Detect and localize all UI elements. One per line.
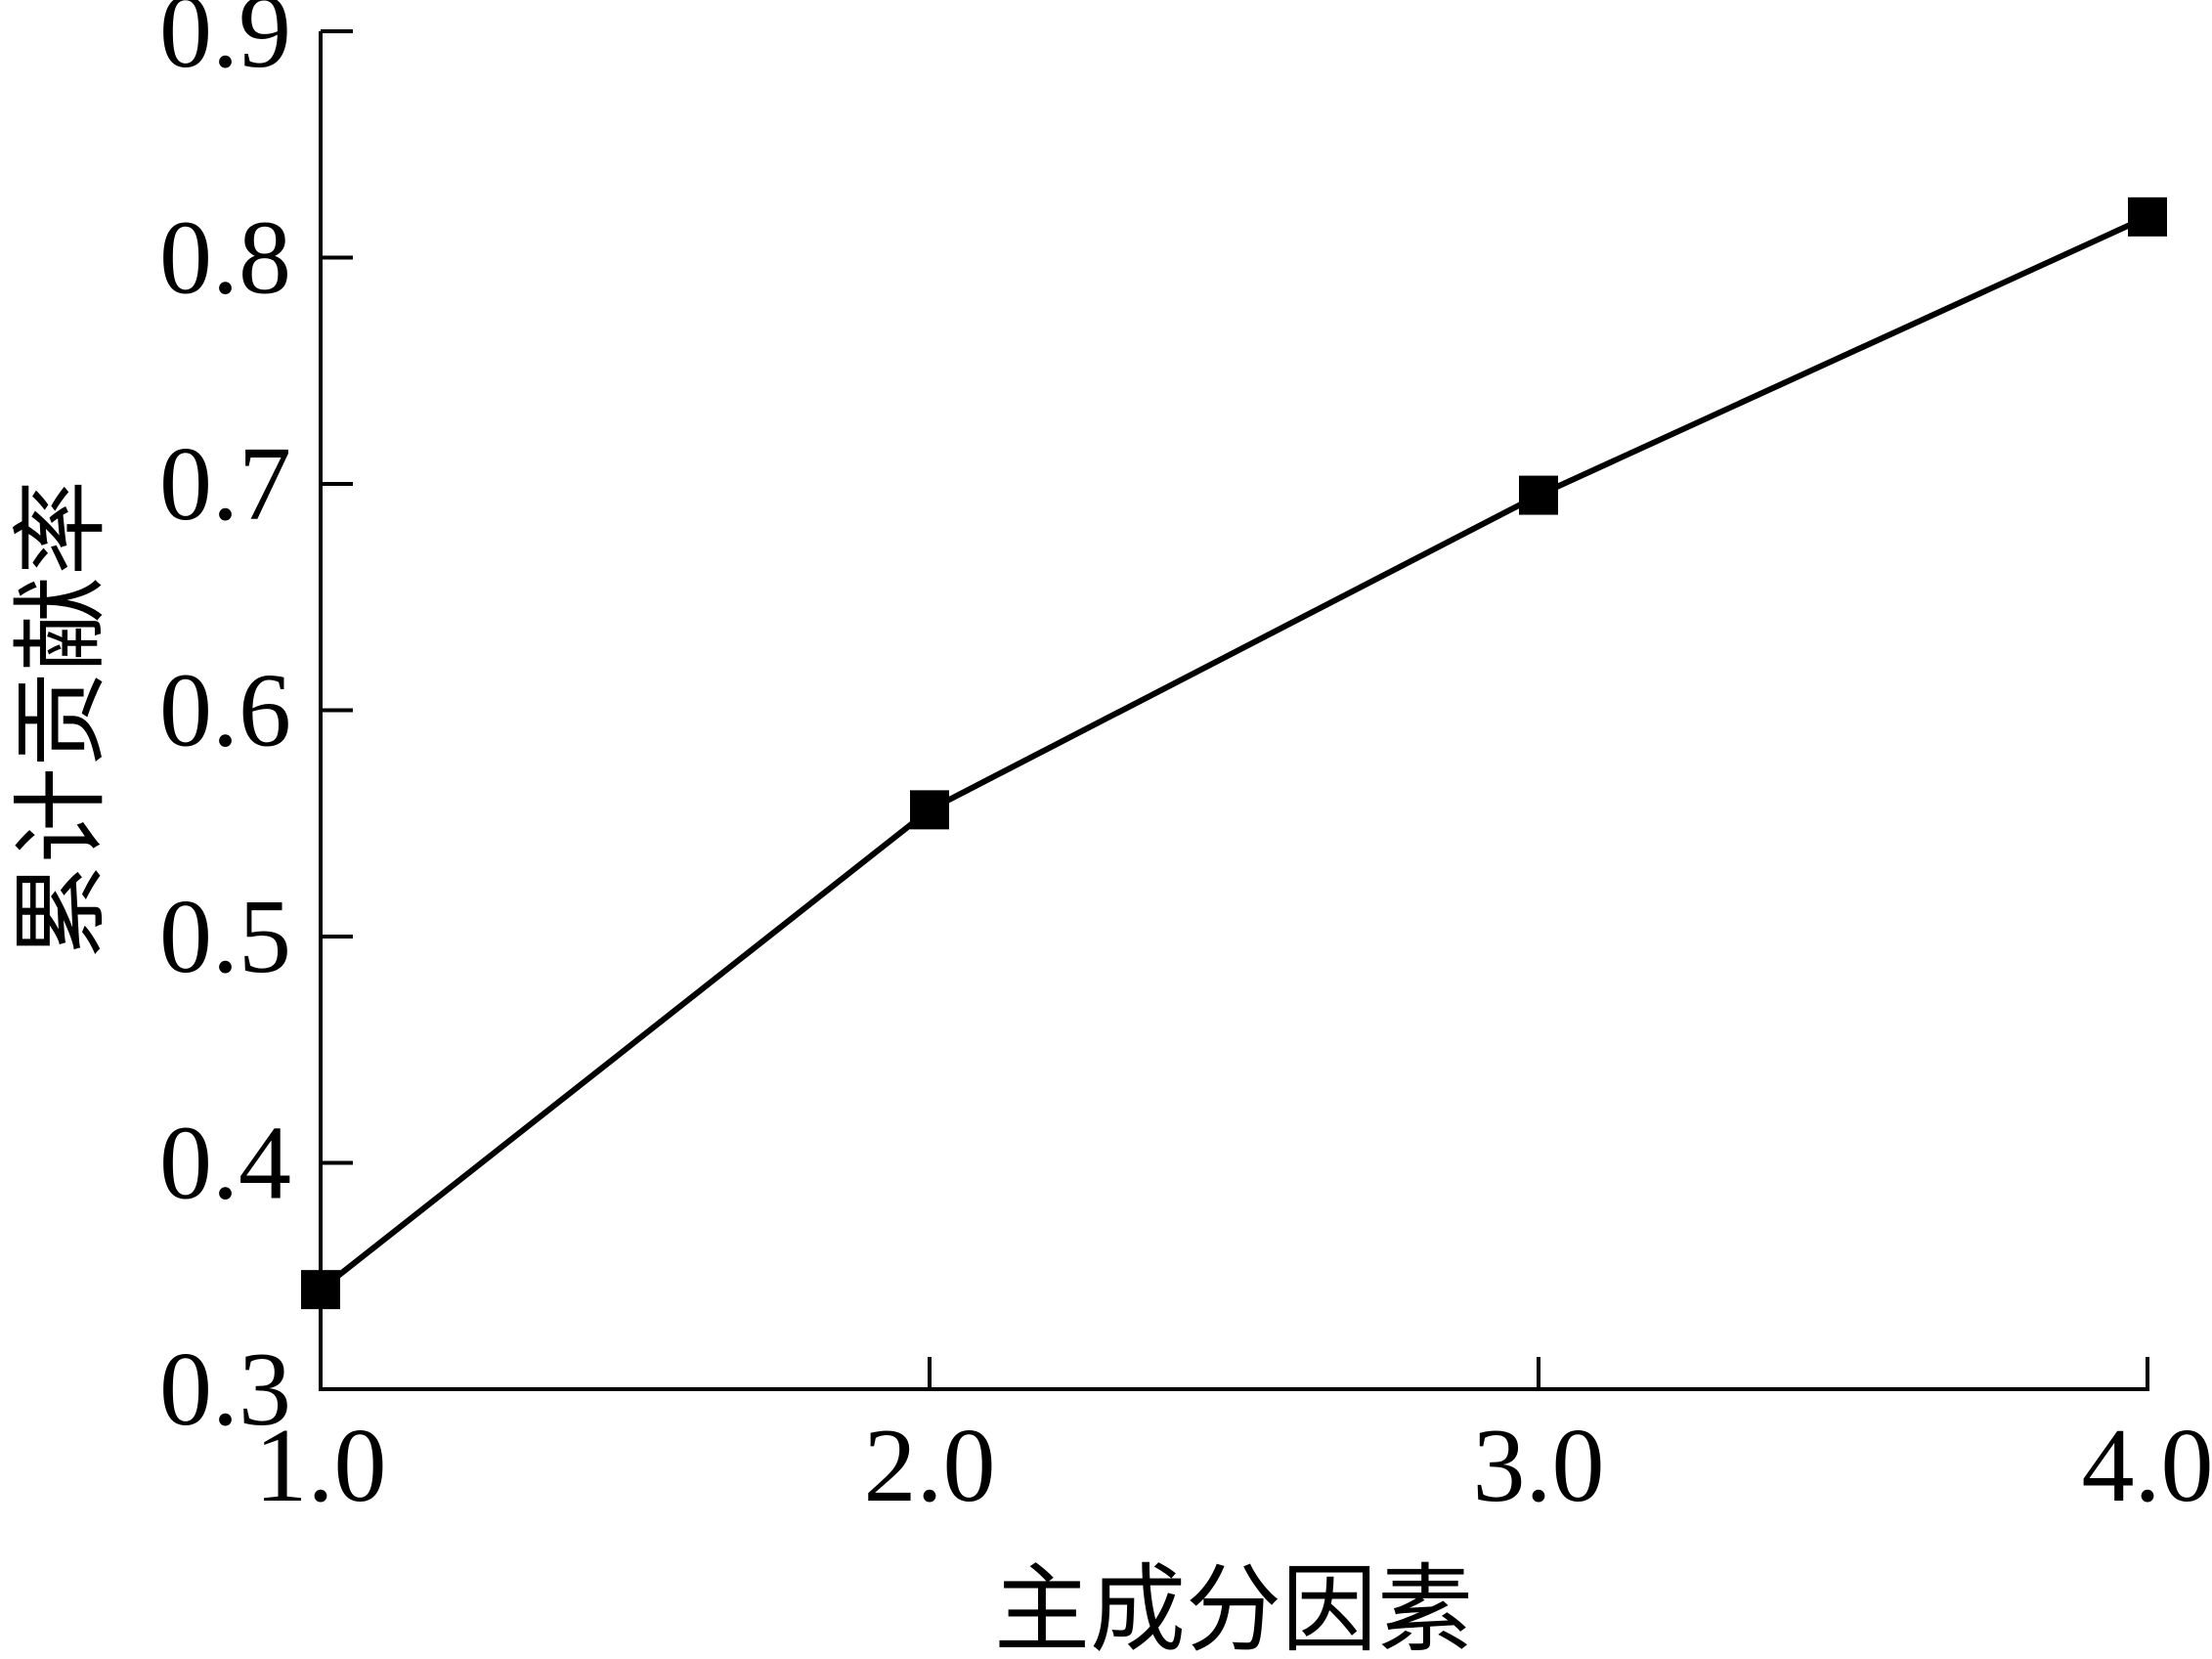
y-axis-title: 累计贡献率: [10, 480, 115, 959]
y-tick-label: 0.7: [159, 426, 291, 543]
y-tick-label: 0.3: [159, 1332, 291, 1448]
y-tick-label: 0.8: [159, 200, 291, 317]
x-axis-title: 主成分因素: [994, 1558, 1473, 1659]
y-tick-label: 0.9: [159, 0, 291, 90]
x-tick-label: 4.0: [2082, 1408, 2212, 1524]
y-tick-label: 0.6: [159, 653, 291, 769]
marker: [301, 1270, 340, 1310]
y-tick-label: 0.5: [159, 879, 291, 995]
marker: [910, 790, 949, 830]
y-tick-label: 0.4: [159, 1106, 291, 1222]
x-tick-label: 2.0: [864, 1408, 996, 1524]
marker: [1519, 475, 1558, 515]
x-tick-label: 1.0: [255, 1408, 387, 1524]
series-line: [319, 214, 2149, 1292]
x-tick-label: 3.0: [1473, 1408, 1605, 1524]
marker: [2128, 196, 2167, 237]
